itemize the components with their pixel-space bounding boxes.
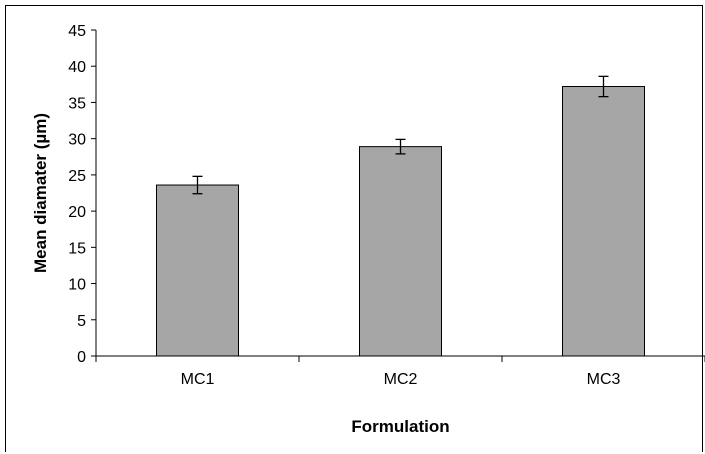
x-axis-title: Formulation xyxy=(351,417,449,436)
x-category-label: MC2 xyxy=(384,371,418,388)
x-axis-ticks: MC1 MC2 MC3 xyxy=(95,356,705,388)
y-axis-title: Mean diamater (µm) xyxy=(31,113,50,273)
y-tick-label: 10 xyxy=(68,277,86,294)
x-category-label: MC3 xyxy=(587,371,621,388)
y-tick-label: 15 xyxy=(68,240,86,257)
y-tick-label: 45 xyxy=(68,23,86,40)
bars xyxy=(156,86,645,357)
y-tick-label: 40 xyxy=(68,59,86,76)
bar-mc2 xyxy=(359,146,442,357)
y-tick-label: 0 xyxy=(77,349,86,366)
error-bar-mc1 xyxy=(192,175,203,195)
y-tick-label: 20 xyxy=(68,204,86,221)
y-tick-label: 25 xyxy=(68,168,86,185)
bar-mc3 xyxy=(562,86,645,357)
y-tick-label: 5 xyxy=(77,313,86,330)
bar-mc1 xyxy=(156,184,239,357)
y-axis-ticks: 0 5 10 15 20 25 30 35 40 45 xyxy=(68,23,96,366)
error-bars xyxy=(192,75,609,195)
chart-frame xyxy=(5,5,703,452)
error-bar-mc3 xyxy=(598,75,609,98)
y-tick-label: 30 xyxy=(68,132,86,149)
error-bar-mc2 xyxy=(395,138,406,155)
x-category-label: MC1 xyxy=(181,371,215,388)
y-tick-label: 35 xyxy=(68,95,86,112)
